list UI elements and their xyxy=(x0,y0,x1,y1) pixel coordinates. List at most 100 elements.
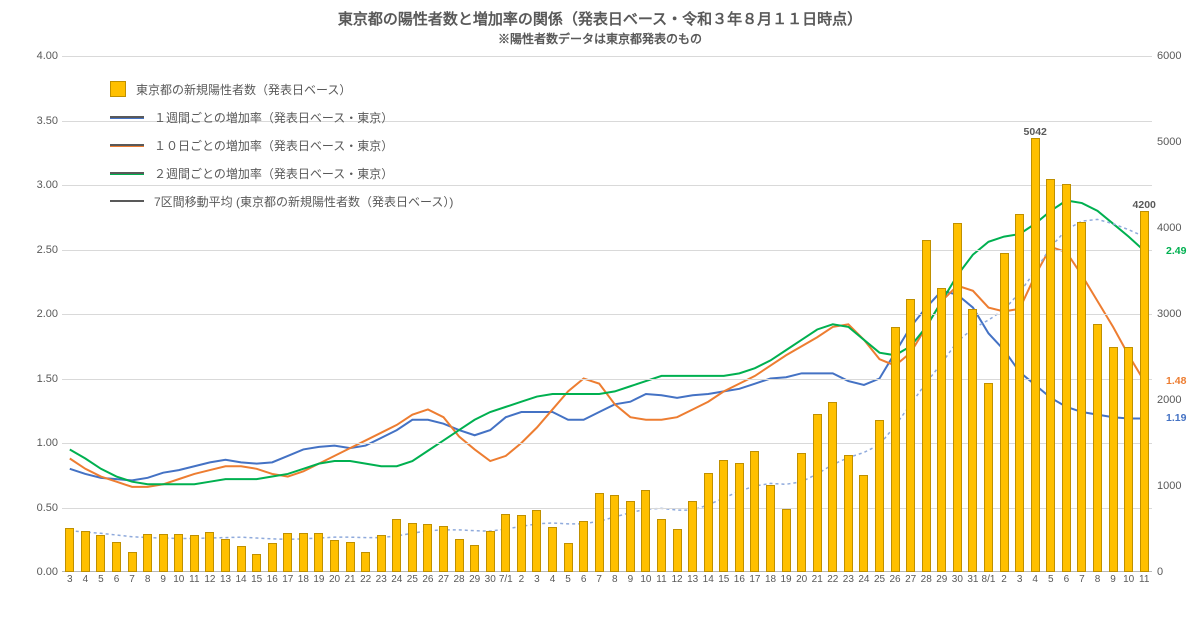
bar xyxy=(595,493,604,572)
x-tick-label: 6 xyxy=(1064,574,1070,585)
bar xyxy=(65,528,74,572)
bar xyxy=(423,524,432,572)
x-tick-label: 19 xyxy=(781,574,792,585)
x-tick-label: 28 xyxy=(454,574,465,585)
bar xyxy=(1015,214,1024,572)
bar xyxy=(205,532,214,572)
bar xyxy=(221,539,230,572)
bar xyxy=(501,514,510,572)
bar xyxy=(112,542,121,572)
x-tick-label: 16 xyxy=(267,574,278,585)
bar xyxy=(735,463,744,572)
bar xyxy=(875,420,884,572)
x-tick-label: 8 xyxy=(1095,574,1101,585)
x-tick-label: 23 xyxy=(376,574,387,585)
x-tick-label: 5 xyxy=(1048,574,1054,585)
bar xyxy=(610,495,619,572)
y-left-tick-label: 1.50 xyxy=(14,373,58,385)
bar xyxy=(346,542,355,572)
bar xyxy=(1124,347,1133,572)
y-right-tick-label: 5000 xyxy=(1157,136,1197,148)
x-tick-label: 13 xyxy=(687,574,698,585)
x-tick-label: 26 xyxy=(422,574,433,585)
gridline xyxy=(62,56,1152,57)
x-tick-label: 15 xyxy=(718,574,729,585)
legend-swatch-bar xyxy=(110,81,126,97)
y-right-tick-label: 0 xyxy=(1157,566,1197,578)
y-left-tick-label: 2.50 xyxy=(14,244,58,256)
bar xyxy=(984,383,993,572)
series-end-label: 1.48 xyxy=(1166,375,1186,387)
x-tick-label: 9 xyxy=(628,574,634,585)
x-tick-label: 11 xyxy=(189,574,199,585)
legend-item: １０日ごとの増加率（発表日ベース・東京） xyxy=(110,131,453,159)
legend-item: 東京都の新規陽性者数（発表日ベース） xyxy=(110,75,453,103)
x-tick-label: 2 xyxy=(519,574,525,585)
chart-title: 東京都の陽性者数と増加率の関係（発表日ベース・令和３年８月１１日時点） xyxy=(0,8,1200,29)
bar-value-label: 5042 xyxy=(1024,126,1047,138)
x-tick-label: 7 xyxy=(129,574,135,585)
bar-value-label: 4200 xyxy=(1133,199,1156,211)
bar xyxy=(1140,211,1149,572)
x-tick-label: 15 xyxy=(251,574,262,585)
bar xyxy=(517,515,526,572)
bar xyxy=(174,534,183,572)
bar xyxy=(750,451,759,572)
x-tick-label: 7/1 xyxy=(499,574,513,585)
x-tick-label: 9 xyxy=(160,574,166,585)
x-tick-label: 14 xyxy=(236,574,247,585)
bar xyxy=(719,460,728,572)
gridline xyxy=(62,250,1152,251)
x-tick-label: 30 xyxy=(485,574,496,585)
legend-item: 7区間移動平均 (東京都の新規陽性者数（発表日ベース）) xyxy=(110,187,453,215)
bar xyxy=(330,540,339,572)
bar xyxy=(1093,324,1102,572)
bar xyxy=(252,554,261,572)
bar xyxy=(1000,253,1009,572)
bar xyxy=(1031,138,1040,572)
y-right-tick-label: 3000 xyxy=(1157,308,1197,320)
x-tick-label: 6 xyxy=(114,574,120,585)
bar xyxy=(844,455,853,572)
x-tick-label: 12 xyxy=(204,574,215,585)
bar xyxy=(797,453,806,572)
bar xyxy=(408,523,417,572)
bar xyxy=(159,534,168,572)
bar xyxy=(1077,222,1086,572)
x-tick-label: 8/1 xyxy=(982,574,996,585)
x-tick-label: 6 xyxy=(581,574,587,585)
x-tick-label: 22 xyxy=(360,574,371,585)
x-tick-label: 3 xyxy=(534,574,540,585)
series-end-label: 1.19 xyxy=(1166,412,1186,424)
y-left-tick-label: 1.00 xyxy=(14,437,58,449)
bar xyxy=(81,531,90,572)
x-tick-label: 3 xyxy=(67,574,73,585)
x-tick-label: 10 xyxy=(173,574,184,585)
bar xyxy=(704,473,713,572)
x-tick-label: 21 xyxy=(345,574,356,585)
x-tick-label: 10 xyxy=(1123,574,1134,585)
bar xyxy=(439,526,448,572)
bar xyxy=(626,501,635,572)
x-tick-label: 30 xyxy=(952,574,963,585)
x-tick-label: 13 xyxy=(220,574,231,585)
legend-label: ２週間ごとの増加率（発表日ベース・東京） xyxy=(154,165,393,182)
x-tick-label: 16 xyxy=(734,574,745,585)
bar xyxy=(688,501,697,572)
x-tick-label: 31 xyxy=(967,574,978,585)
x-tick-label: 4 xyxy=(1032,574,1038,585)
x-tick-label: 17 xyxy=(282,574,293,585)
bar xyxy=(1046,179,1055,572)
bar xyxy=(891,327,900,572)
bar xyxy=(392,519,401,572)
y-left-tick-label: 3.50 xyxy=(14,115,58,127)
bar xyxy=(968,309,977,572)
x-tick-label: 26 xyxy=(890,574,901,585)
y-left-tick-label: 0.00 xyxy=(14,566,58,578)
bar xyxy=(953,223,962,572)
y-left-tick-label: 2.00 xyxy=(14,308,58,320)
bar xyxy=(268,543,277,572)
bar xyxy=(859,475,868,572)
bar xyxy=(361,552,370,572)
gridline xyxy=(62,379,1152,380)
